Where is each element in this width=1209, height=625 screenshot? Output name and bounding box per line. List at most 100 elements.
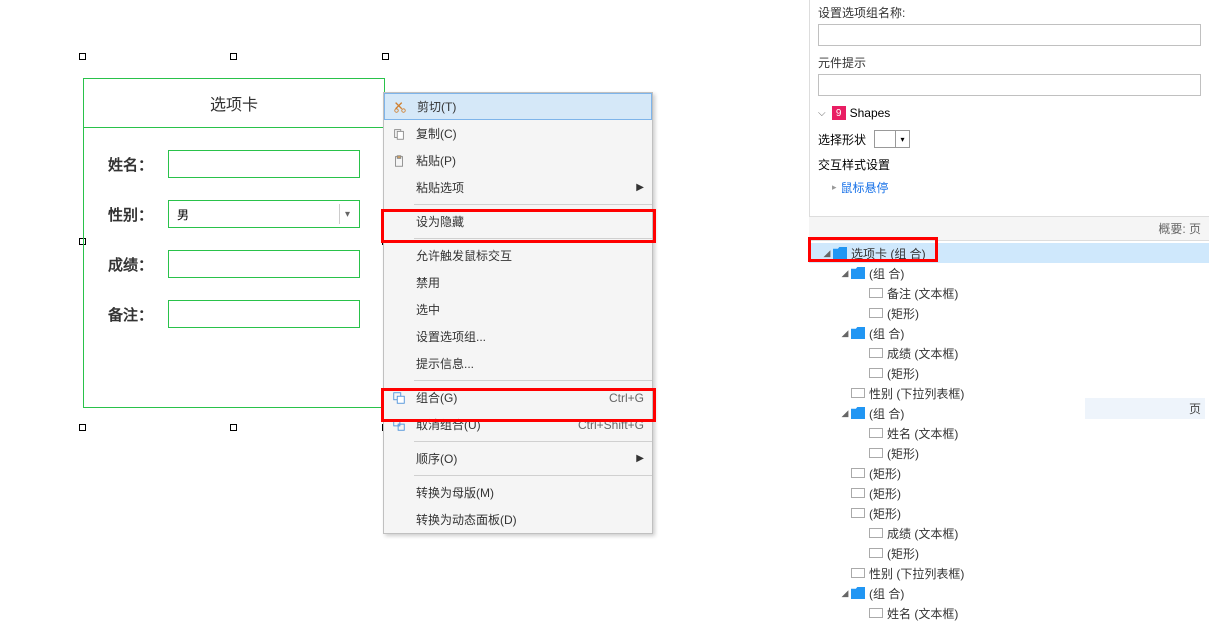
- name-label: 姓名：: [108, 154, 168, 175]
- tree-row[interactable]: (矩形): [809, 303, 1209, 323]
- menu-ungroup-shortcut: Ctrl+Shift+G: [578, 418, 644, 432]
- menu-paste[interactable]: 粘贴(P): [384, 147, 652, 174]
- menu-convert-dynamic[interactable]: 转换为动态面板(D): [384, 506, 652, 533]
- tree-row[interactable]: (矩形): [809, 503, 1209, 523]
- tree-row[interactable]: 姓名 (文本框): [809, 603, 1209, 623]
- menu-allow-mouse-label: 允许触发鼠标交互: [416, 247, 644, 264]
- tree-row[interactable]: (矩形): [809, 363, 1209, 383]
- tree-item-label: (组 合): [869, 405, 904, 422]
- tree-item-label: (矩形): [869, 485, 901, 502]
- rect-icon: [869, 288, 883, 298]
- menu-set-hidden[interactable]: 设为隐藏: [384, 208, 652, 235]
- menu-convert-dynamic-label: 转换为动态面板(D): [416, 511, 644, 528]
- tree-row[interactable]: 成绩 (文本框): [809, 523, 1209, 543]
- remark-input[interactable]: [168, 300, 360, 328]
- tree-item-label: 姓名 (文本框): [887, 425, 958, 442]
- tree-row[interactable]: 备注 (文本框): [809, 283, 1209, 303]
- shapes-count-badge: 9: [832, 106, 846, 120]
- tree-row[interactable]: ◢(组 合): [809, 263, 1209, 283]
- tree-item-label: (组 合): [869, 585, 904, 602]
- shapes-label: Shapes: [850, 106, 891, 120]
- shape-dropdown-icon[interactable]: ▾: [896, 130, 910, 148]
- ungroup-icon: [390, 416, 408, 434]
- tree-row[interactable]: 姓名 (文本框): [809, 423, 1209, 443]
- menu-separator: [414, 475, 652, 476]
- shapes-header[interactable]: ⌵ 9 Shapes: [810, 100, 1209, 126]
- menu-select[interactable]: 选中: [384, 296, 652, 323]
- rect-icon: [869, 308, 883, 318]
- tree-caret-icon: ◢: [839, 408, 851, 419]
- form-row-remark: 备注：: [84, 300, 384, 328]
- outline-tree: ◢选项卡 (组 合)◢(组 合)备注 (文本框)(矩形)◢(组 合)成绩 (文本…: [809, 241, 1209, 625]
- tree-item-label: (组 合): [869, 325, 904, 342]
- tree-row[interactable]: (矩形): [809, 483, 1209, 503]
- widget-hint-input[interactable]: [818, 74, 1201, 96]
- menu-group[interactable]: 组合(G) Ctrl+G: [384, 384, 652, 411]
- rect-icon: [869, 528, 883, 538]
- score-input[interactable]: [168, 250, 360, 278]
- resize-handle-tl[interactable]: [79, 53, 86, 60]
- pages-label: 页: [1085, 398, 1205, 419]
- tree-row[interactable]: (矩形): [809, 543, 1209, 563]
- resize-handle-tc[interactable]: [230, 53, 237, 60]
- tree-caret-icon: ◢: [839, 328, 851, 339]
- gender-select[interactable]: 男 ▾: [168, 200, 360, 228]
- tree-item-label: 性别 (下拉列表框): [869, 565, 964, 582]
- menu-convert-master[interactable]: 转换为母版(M): [384, 479, 652, 506]
- tree-item-label: (矩形): [869, 465, 901, 482]
- tree-row[interactable]: ◢选项卡 (组 合): [809, 243, 1209, 263]
- rect-icon: [851, 388, 865, 398]
- menu-hint-info[interactable]: 提示信息...: [384, 350, 652, 377]
- shape-preview[interactable]: [874, 130, 896, 148]
- menu-group-label: 组合(G): [416, 389, 609, 406]
- name-input[interactable]: [168, 150, 360, 178]
- group-name-label: 设置选项组名称:: [818, 4, 1201, 21]
- mouse-hover-link[interactable]: 鼠标悬停: [810, 177, 1209, 198]
- tree-row[interactable]: (矩形): [809, 443, 1209, 463]
- form-panel[interactable]: 选项卡 姓名： 性别： 男 ▾ 成绩： 备注：: [83, 78, 385, 408]
- menu-hint-info-label: 提示信息...: [416, 355, 644, 372]
- caret-down-icon: ⌵: [818, 108, 826, 119]
- tree-item-label: 成绩 (文本框): [887, 345, 958, 362]
- resize-handle-bc[interactable]: [230, 424, 237, 431]
- menu-copy[interactable]: 复制(C): [384, 120, 652, 147]
- rect-icon: [869, 368, 883, 378]
- rect-icon: [869, 548, 883, 558]
- tree-item-label: 备注 (文本框): [887, 285, 958, 302]
- menu-allow-mouse[interactable]: 允许触发鼠标交互: [384, 242, 652, 269]
- menu-cut[interactable]: 剪切(T): [384, 93, 652, 120]
- tree-row[interactable]: ◢ (组 合): [809, 583, 1209, 603]
- menu-convert-master-label: 转换为母版(M): [416, 484, 644, 501]
- menu-paste-options[interactable]: 粘贴选项 ▶: [384, 174, 652, 201]
- form-row-gender: 性别： 男 ▾: [84, 200, 384, 228]
- tree-caret-icon: ◢: [839, 588, 851, 599]
- shape-select-row: 选择形状 ▾: [810, 126, 1209, 152]
- form-title: 选项卡: [84, 79, 384, 128]
- tree-item-label: 选项卡 (组 合): [851, 245, 926, 262]
- widget-hint-section: 元件提示: [810, 50, 1209, 100]
- tree-item-label: (组 合): [869, 265, 904, 282]
- tree-item-label: (矩形): [869, 505, 901, 522]
- group-name-input[interactable]: [818, 24, 1201, 46]
- resize-handle-bl[interactable]: [79, 424, 86, 431]
- menu-paste-label: 粘贴(P): [416, 152, 644, 169]
- menu-separator: [414, 380, 652, 381]
- tree-item-label: 成绩 (文本框): [887, 525, 958, 542]
- menu-ungroup[interactable]: 取消组合(U) Ctrl+Shift+G: [384, 411, 652, 438]
- context-menu: 剪切(T) 复制(C) 粘贴(P) 粘贴选项 ▶ 设为隐藏 允许触发鼠标交互 禁…: [383, 92, 653, 534]
- cut-icon: [391, 98, 409, 116]
- resize-handle-tr[interactable]: [382, 53, 389, 60]
- select-shape-label: 选择形状: [818, 131, 866, 148]
- tree-row[interactable]: (矩形): [809, 463, 1209, 483]
- menu-order[interactable]: 顺序(O) ▶: [384, 445, 652, 472]
- menu-set-option-group[interactable]: 设置选项组...: [384, 323, 652, 350]
- rect-icon: [869, 428, 883, 438]
- tree-row[interactable]: ◢ (组 合): [809, 323, 1209, 343]
- rect-icon: [869, 448, 883, 458]
- copy-icon: [390, 125, 408, 143]
- submenu-arrow-icon: ▶: [636, 453, 644, 464]
- tree-row[interactable]: 性别 (下拉列表框): [809, 563, 1209, 583]
- menu-disable[interactable]: 禁用: [384, 269, 652, 296]
- tree-row[interactable]: 成绩 (文本框): [809, 343, 1209, 363]
- folder-icon: [851, 327, 865, 339]
